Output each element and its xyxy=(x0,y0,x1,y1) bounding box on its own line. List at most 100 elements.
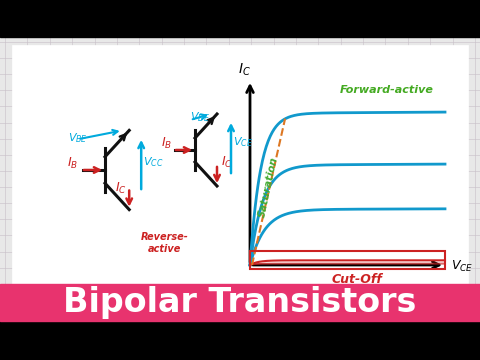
Circle shape xyxy=(214,50,217,54)
Circle shape xyxy=(360,50,364,54)
Circle shape xyxy=(214,86,217,90)
Circle shape xyxy=(261,49,268,55)
Circle shape xyxy=(310,85,317,92)
Circle shape xyxy=(456,157,464,165)
Circle shape xyxy=(214,304,217,308)
Circle shape xyxy=(114,266,121,273)
Circle shape xyxy=(408,230,415,237)
Circle shape xyxy=(214,195,217,199)
Circle shape xyxy=(458,268,462,271)
Circle shape xyxy=(312,231,315,235)
Circle shape xyxy=(409,304,413,308)
Circle shape xyxy=(116,268,120,271)
Text: $I_B$: $I_B$ xyxy=(161,136,172,151)
Circle shape xyxy=(312,123,315,126)
Circle shape xyxy=(212,49,219,55)
Circle shape xyxy=(114,49,121,55)
Circle shape xyxy=(163,230,170,237)
Circle shape xyxy=(359,85,366,92)
Circle shape xyxy=(116,50,120,54)
Circle shape xyxy=(163,194,170,201)
Circle shape xyxy=(16,85,24,92)
Circle shape xyxy=(360,304,364,308)
Circle shape xyxy=(409,50,413,54)
Circle shape xyxy=(456,121,464,128)
Circle shape xyxy=(408,85,415,92)
Circle shape xyxy=(67,123,71,126)
Circle shape xyxy=(214,123,217,126)
Circle shape xyxy=(359,157,366,165)
Circle shape xyxy=(263,50,266,54)
Circle shape xyxy=(212,85,219,92)
Circle shape xyxy=(310,121,317,128)
Text: Bipolar Transistors: Bipolar Transistors xyxy=(63,286,417,319)
Circle shape xyxy=(18,123,22,126)
Circle shape xyxy=(312,304,315,308)
Circle shape xyxy=(359,266,366,273)
Circle shape xyxy=(263,159,266,163)
Circle shape xyxy=(359,49,366,55)
Circle shape xyxy=(312,159,315,163)
Circle shape xyxy=(65,121,72,128)
Circle shape xyxy=(458,231,462,235)
Circle shape xyxy=(359,121,366,128)
Circle shape xyxy=(456,49,464,55)
Circle shape xyxy=(18,304,22,308)
Circle shape xyxy=(458,304,462,308)
Circle shape xyxy=(359,230,366,237)
Circle shape xyxy=(261,302,268,310)
Circle shape xyxy=(360,159,364,163)
Circle shape xyxy=(360,231,364,235)
Circle shape xyxy=(163,266,170,273)
Circle shape xyxy=(261,121,268,128)
Circle shape xyxy=(263,195,266,199)
Circle shape xyxy=(165,50,168,54)
Circle shape xyxy=(65,85,72,92)
Circle shape xyxy=(67,268,71,271)
Circle shape xyxy=(310,230,317,237)
Circle shape xyxy=(67,195,71,199)
Bar xyxy=(0,0,480,37)
Circle shape xyxy=(16,157,24,165)
Circle shape xyxy=(360,123,364,126)
Circle shape xyxy=(458,123,462,126)
Circle shape xyxy=(165,123,168,126)
Circle shape xyxy=(408,49,415,55)
Circle shape xyxy=(65,194,72,201)
Circle shape xyxy=(65,230,72,237)
Circle shape xyxy=(65,266,72,273)
Circle shape xyxy=(18,50,22,54)
Circle shape xyxy=(67,231,71,235)
Circle shape xyxy=(165,159,168,163)
Circle shape xyxy=(18,195,22,199)
Circle shape xyxy=(116,159,120,163)
Text: $I_C$: $I_C$ xyxy=(115,181,127,196)
Circle shape xyxy=(163,49,170,55)
Text: $I_C$: $I_C$ xyxy=(221,155,233,170)
Circle shape xyxy=(212,266,219,273)
Circle shape xyxy=(408,121,415,128)
Circle shape xyxy=(312,268,315,271)
Circle shape xyxy=(261,194,268,201)
Circle shape xyxy=(409,86,413,90)
Circle shape xyxy=(261,157,268,165)
Circle shape xyxy=(409,231,413,235)
Circle shape xyxy=(263,231,266,235)
Text: $V_{BE}$: $V_{BE}$ xyxy=(68,131,88,145)
Circle shape xyxy=(261,85,268,92)
Circle shape xyxy=(114,157,121,165)
Circle shape xyxy=(310,266,317,273)
Circle shape xyxy=(67,159,71,163)
Circle shape xyxy=(408,266,415,273)
Circle shape xyxy=(359,302,366,310)
Circle shape xyxy=(456,266,464,273)
Circle shape xyxy=(456,302,464,310)
Circle shape xyxy=(409,159,413,163)
Circle shape xyxy=(16,121,24,128)
Circle shape xyxy=(310,194,317,201)
Circle shape xyxy=(67,50,71,54)
Circle shape xyxy=(116,195,120,199)
Circle shape xyxy=(263,86,266,90)
Bar xyxy=(12,45,468,284)
Circle shape xyxy=(65,157,72,165)
